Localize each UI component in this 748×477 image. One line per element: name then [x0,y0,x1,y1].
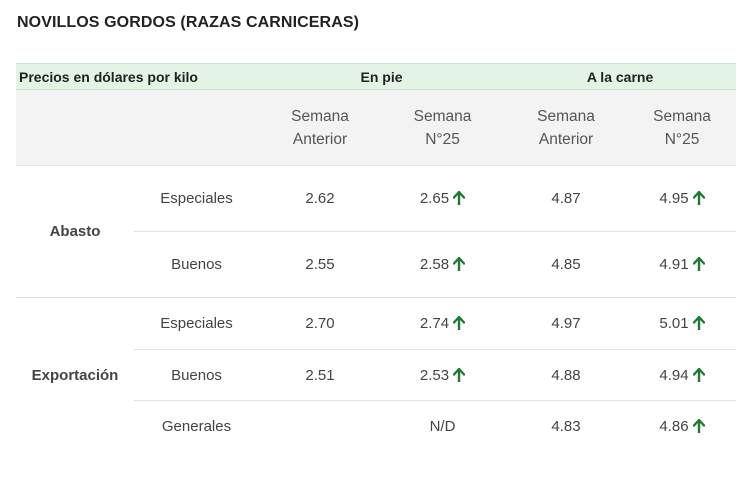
subheader-carne-prev: Semana Anterior [504,89,629,166]
value: 2.55 [305,256,335,273]
table-row: Buenos 2.55 2.58 4.85 4.91 [16,231,737,298]
carne-prev-value: 4.83 [504,401,628,453]
group-header-a-la-carne: A la carne [504,63,737,90]
pie-prev-value: 2.51 [259,349,382,401]
value: 5.01 [659,315,689,332]
arrow-up-icon [453,191,466,205]
category-label: Generales [161,418,232,436]
value: 4.94 [659,366,689,384]
table-subheader-row: Semana Anterior Semana N°25 Semana Anterior… [16,89,737,166]
carne-curr-value: 4.91 [628,231,737,298]
prices-table: Precios en dólares por kilo En pie A la … [16,63,737,453]
value: 4.86 [659,418,689,436]
value: 2.62 [305,190,335,207]
category-label: Especiales [134,165,260,232]
subheader-carne-curr: Semana N°25 [628,89,737,166]
value: 4.95 [659,190,689,207]
arrow-up-icon [692,367,705,382]
value: 4.87 [551,190,581,207]
pie-prev-value: 2.62 [259,165,382,232]
table-row: Generales N/D 4.83 4.86 [16,401,736,453]
carne-prev-value: 4.85 [504,231,629,298]
value: 2.65 [419,190,450,207]
pie-prev-value [259,401,381,453]
carne-curr-value: 4.94 [628,349,737,401]
subheader-pie-curr: Semana N°25 [381,89,505,166]
subheader-blank [16,89,260,166]
value: N/D [429,418,456,436]
pie-prev-value: 2.55 [259,231,382,298]
value: 2.51 [305,366,335,384]
pie-prev-value: 2.70 [259,297,382,350]
value: 2.58 [419,256,450,273]
group-header-en-pie: En pie [259,63,505,90]
section-label: Abasto [16,165,134,298]
carne-prev-value: 4.97 [504,297,629,350]
arrow-up-icon [692,316,705,330]
carne-curr-value: 4.86 [628,401,736,453]
arrow-up-icon [692,191,705,205]
subheader-pie-prev: Semana Anterior [259,89,382,166]
value: 4.83 [551,418,581,436]
table-group-header-row: Precios en dólares por kilo En pie A la … [16,63,737,90]
category-label: Especiales [134,297,260,350]
value: 4.88 [551,366,581,384]
carne-curr-value: 5.01 [628,297,737,350]
value: 2.53 [419,366,450,384]
value: 4.91 [659,256,689,273]
carne-prev-value: 4.88 [504,349,629,401]
category-label: Buenos [134,349,260,401]
value: 4.85 [551,256,581,273]
carne-curr-value: 4.95 [628,165,737,232]
value: 4.97 [551,315,581,332]
arrow-up-icon [453,367,466,382]
value: 2.74 [419,315,450,332]
carne-prev-value: 4.87 [504,165,629,232]
arrow-up-icon [692,257,705,271]
category-label: Buenos [134,231,260,298]
pie-curr-value: N/D [381,401,504,453]
pie-curr-value: 2.58 [381,231,505,298]
arrow-up-icon [692,419,705,434]
pie-curr-value: 2.53 [381,349,505,401]
value: 2.70 [305,315,335,332]
pie-curr-value: 2.65 [381,165,505,232]
table-row: Abasto Especiales 2.62 2.65 4.87 4.95 [16,165,737,298]
table-caption: Precios en dólares por kilo [16,63,260,90]
table-row: Buenos 2.51 2.53 4.88 4.94 [16,349,737,401]
arrow-up-icon [453,257,466,271]
page-title: NOVILLOS GORDOS (RAZAS CARNICERAS) [17,14,360,31]
arrow-up-icon [453,316,466,330]
pie-curr-value: 2.74 [381,297,505,350]
section-label: Exportación [31,366,119,384]
table-row: Exportación Especiales 2.70 2.74 4.97 5.01 [16,297,737,384]
